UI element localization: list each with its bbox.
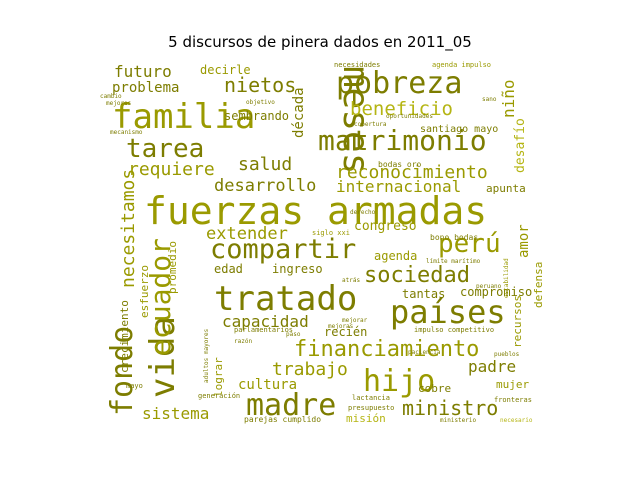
- cloud-word: parejas cumplido: [244, 415, 321, 424]
- cloud-word: sistema: [142, 404, 209, 423]
- cloud-word: necesidades: [334, 61, 380, 69]
- cloud-word: peruano: [476, 283, 502, 290]
- cloud-word: misión: [346, 412, 386, 425]
- cloud-word: cultura: [238, 377, 297, 393]
- cloud-word: mujer: [496, 378, 529, 391]
- cloud-word: derecho: [350, 209, 376, 216]
- cloud-word: tratado: [214, 279, 357, 319]
- cloud-word: reconocimiento: [336, 162, 488, 183]
- cloud-word: defensa: [532, 262, 545, 308]
- cloud-word: sembrando: [224, 109, 289, 123]
- cloud-word: madre: [246, 388, 336, 423]
- cloud-word: cambio: [100, 93, 122, 100]
- cloud-word: pobreza: [336, 66, 462, 101]
- cloud-word: impulso competitivo: [414, 326, 494, 334]
- chart-title: 5 discursos de pinera dados en 2011_05: [168, 33, 472, 51]
- cloud-word: cobertura: [354, 121, 387, 128]
- word-cloud-canvas: fuerzas armadas familia pobrezamesesmatrim…: [100, 61, 545, 425]
- cloud-word: necesitamos: [118, 169, 139, 288]
- cloud-word: ingreso: [272, 262, 323, 276]
- cloud-word: desafío: [513, 118, 528, 173]
- cloud-word: requiere: [128, 159, 215, 180]
- cloud-word: mecanismo: [110, 129, 143, 136]
- cloud-word: cobre: [418, 382, 451, 395]
- cloud-word: capacidad: [222, 312, 309, 331]
- cloud-word: padre: [468, 357, 516, 376]
- cloud-word: meses: [335, 66, 376, 174]
- cloud-word: límite marítimo: [426, 258, 481, 265]
- cloud-word: agenda impulso: [432, 61, 491, 69]
- cloud-word: mejores: [106, 100, 132, 107]
- cloud-word: recursos: [511, 295, 524, 348]
- cloud-word: oportunidades: [386, 113, 433, 120]
- cloud-word: paso: [286, 331, 301, 338]
- cloud-word: estabilidad: [503, 258, 510, 298]
- cloud-word: agenda: [374, 249, 417, 263]
- cloud-word: futuro: [114, 62, 172, 81]
- cloud-word: amor: [516, 224, 532, 258]
- cloud-word: ecuador: [144, 238, 177, 356]
- cloud-word: razón: [234, 338, 252, 345]
- word-cloud: fuerzas armadas familia pobreza meses matrim…: [96, 58, 552, 430]
- cloud-word: pueblos: [494, 351, 520, 358]
- cloud-word: paciencia: [408, 349, 441, 356]
- cloud-word: congreso: [354, 219, 417, 234]
- cloud-word: países: [390, 293, 506, 331]
- cloud-word: financiamiento: [294, 337, 479, 362]
- cloud-word: problema: [112, 80, 179, 96]
- cloud-word: objetivo: [246, 99, 275, 106]
- cloud-word: familia: [112, 97, 255, 137]
- cloud-word: bodas oro: [378, 160, 422, 169]
- cloud-word: beneficio: [350, 98, 453, 120]
- cloud-word: década: [291, 87, 307, 138]
- cloud-word: internacional: [336, 177, 461, 196]
- cloud-word: compromiso: [460, 285, 532, 299]
- cloud-word: necesario: [500, 417, 533, 424]
- cloud-word: mejorar: [342, 317, 368, 324]
- cloud-word: recién: [324, 325, 367, 339]
- cloud-word: nietos: [224, 73, 296, 97]
- cloud-word: lactancia: [352, 394, 390, 402]
- cloud-word: atrás: [342, 277, 360, 284]
- cloud-word: tarea: [126, 134, 204, 164]
- cloud-word: crecimiento: [118, 300, 131, 373]
- cloud-word: fuerzas armadas: [144, 189, 487, 233]
- cloud-word: adultos mayores: [203, 328, 210, 383]
- cloud-word: siglo xxi: [312, 229, 350, 237]
- cloud-word: santiago mayo: [420, 124, 498, 135]
- cloud-word: vida: [143, 316, 183, 398]
- cloud-word: promedio: [166, 241, 179, 294]
- cloud-word: parlamentarios: [234, 326, 293, 334]
- cloud-word: trabajo: [272, 359, 348, 380]
- cloud-word: fronteras: [494, 396, 532, 404]
- cloud-word: matrimonio: [318, 124, 487, 157]
- cloud-word: edad: [214, 262, 243, 276]
- cloud-word: mayo: [126, 382, 143, 390]
- cloud-word: desarrollo: [214, 176, 316, 196]
- cloud-word: niño: [499, 79, 518, 118]
- cloud-word: sociedad: [364, 263, 470, 288]
- cloud-word: salud: [238, 154, 292, 175]
- cloud-word: perú: [438, 229, 501, 259]
- cloud-word: sano: [482, 96, 497, 103]
- cloud-word: lograr: [212, 357, 225, 397]
- cloud-word: mejoras: [328, 323, 354, 330]
- cloud-word: esfuerzo: [138, 265, 151, 318]
- cloud-word: compartir: [210, 234, 356, 265]
- cloud-word: apunta: [486, 182, 526, 195]
- cloud-word: presupuesto: [348, 404, 394, 412]
- cloud-word: decirle: [200, 63, 251, 77]
- cloud-word: ministro: [402, 396, 498, 420]
- cloud-word: hijo: [363, 364, 435, 399]
- cloud-word: extender: [206, 224, 288, 244]
- cloud-word: fondo: [105, 326, 140, 416]
- cloud-word: bono bodas: [430, 233, 478, 242]
- cloud-word: tantas: [402, 287, 445, 301]
- cloud-word: ministerio: [440, 417, 477, 424]
- cloud-word: generación: [198, 392, 240, 400]
